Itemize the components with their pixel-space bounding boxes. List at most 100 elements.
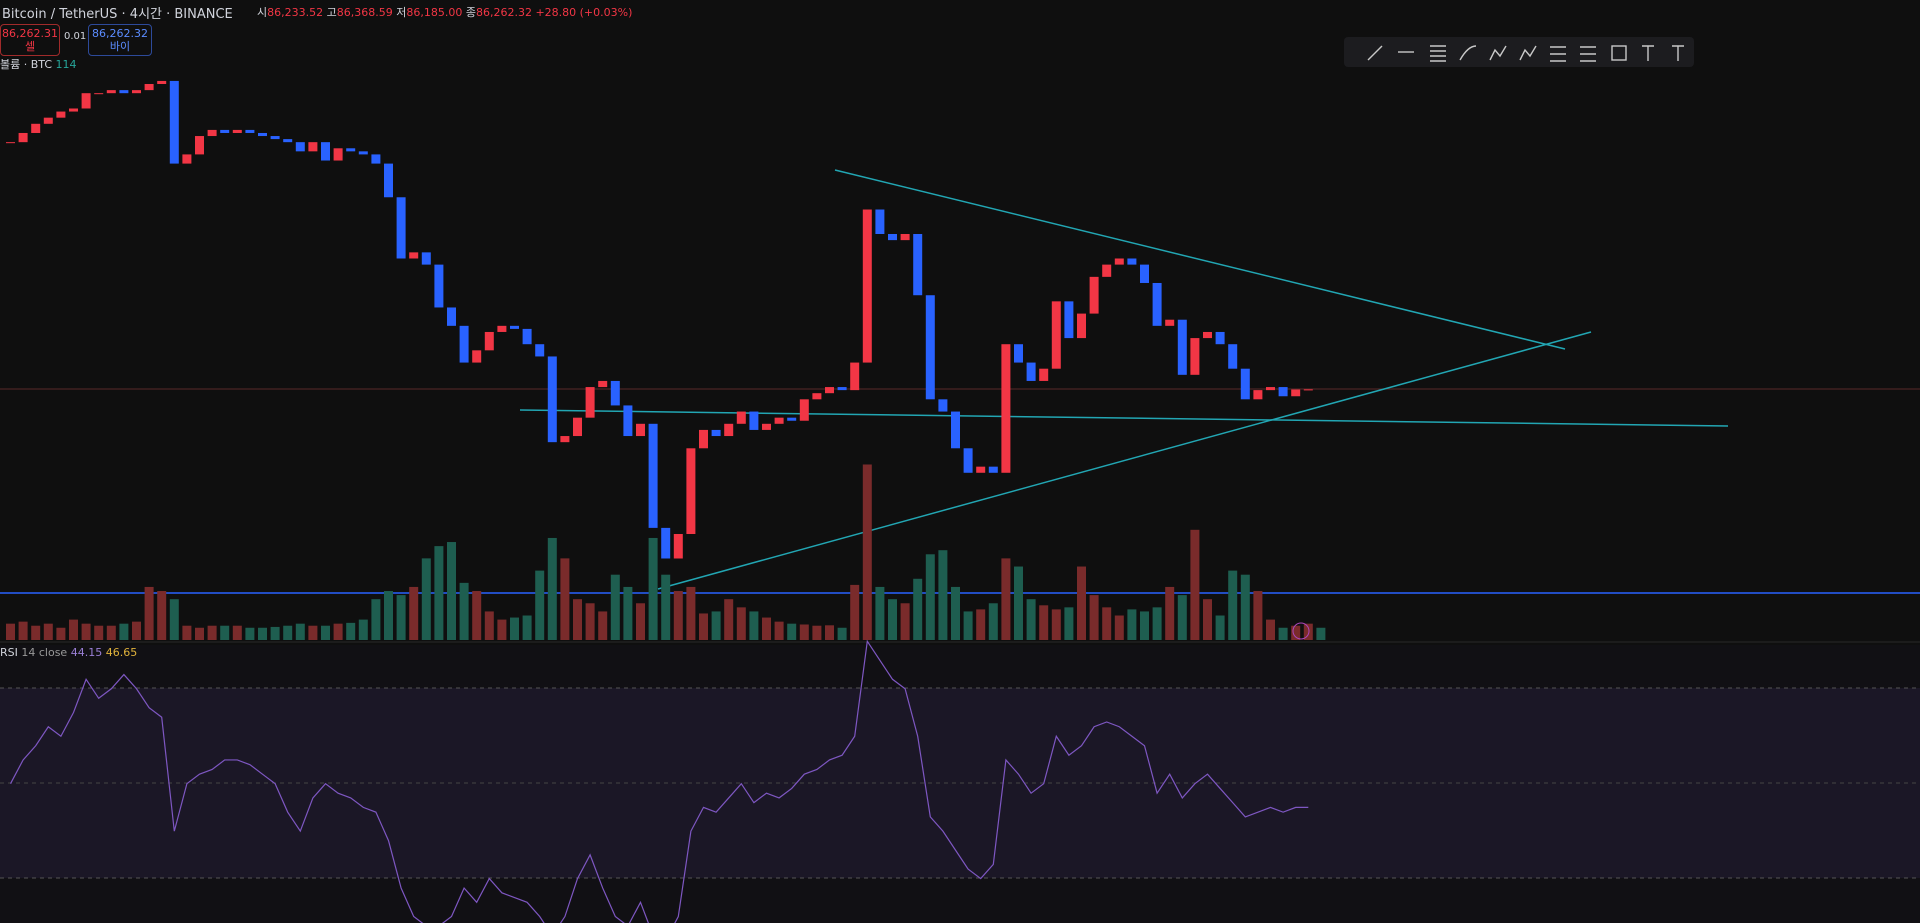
volume-bar — [119, 623, 129, 640]
volume-bar — [106, 625, 116, 640]
candle — [94, 93, 104, 95]
candle — [875, 209, 885, 235]
sell-button[interactable]: 86,262.31 셀 — [0, 24, 60, 56]
candle — [749, 411, 759, 430]
volume-bar — [321, 625, 330, 640]
open-label: 시 — [257, 6, 268, 19]
spread: 0.01 — [64, 31, 87, 42]
volume-bar — [1165, 586, 1175, 640]
volume-bar — [888, 599, 897, 640]
candle — [774, 417, 784, 424]
volume-bar — [1001, 558, 1011, 640]
volume-bar — [699, 613, 708, 640]
candle — [888, 234, 897, 241]
candle — [169, 80, 179, 164]
marks — [6, 80, 1326, 923]
volume-bar — [1190, 529, 1200, 640]
volume-bar — [1291, 625, 1301, 640]
candle — [598, 380, 608, 388]
volume-bar — [585, 603, 595, 640]
candle — [497, 325, 507, 332]
volume-bar — [573, 599, 582, 640]
candle — [1228, 344, 1238, 369]
candle — [333, 148, 343, 161]
buy-label: 바이 — [109, 40, 131, 53]
candle — [144, 84, 154, 91]
volume-bar — [384, 591, 393, 640]
volume-bar — [434, 546, 444, 640]
volume-bar — [182, 625, 192, 640]
buy-price: 86,262.32 — [92, 27, 148, 40]
volume-bar — [69, 619, 78, 640]
volume-bar — [510, 617, 519, 640]
candle — [1077, 313, 1086, 339]
volume-bar — [812, 625, 822, 640]
candle — [699, 429, 708, 449]
volume-bar — [169, 599, 179, 640]
volume-bar — [1228, 570, 1238, 640]
candle — [371, 154, 381, 164]
volume-bar — [6, 623, 15, 640]
trend-line — [834, 169, 1566, 350]
volume-bar — [31, 625, 41, 640]
candle — [1303, 389, 1313, 391]
volume-bar — [799, 624, 809, 640]
volume-bar — [1077, 566, 1086, 640]
candle — [1014, 344, 1023, 363]
high-label: 고 — [326, 6, 337, 19]
candle — [1240, 368, 1250, 400]
volume-bar — [1026, 599, 1036, 640]
symbol: Bitcoin / TetherUS · 4시간 · BINANCE — [2, 7, 233, 22]
candle — [673, 534, 683, 559]
sell-price: 86,262.31 — [2, 27, 58, 40]
volume-bar — [787, 623, 797, 640]
volume-bar — [686, 586, 696, 640]
candle — [636, 423, 645, 437]
volume-bar — [308, 625, 318, 640]
candle — [938, 399, 948, 412]
candle — [270, 136, 280, 140]
volume-bar — [1102, 607, 1112, 640]
volume-bar — [535, 570, 545, 640]
candle — [825, 387, 834, 394]
volume-bar — [132, 621, 141, 640]
alert-icon[interactable] — [1292, 622, 1310, 640]
buy-button[interactable]: 86,262.32 바이 — [88, 24, 152, 56]
candle — [1165, 319, 1175, 326]
candle — [157, 80, 167, 85]
candle — [1291, 389, 1301, 397]
volume-bar — [484, 611, 494, 640]
candle — [736, 411, 746, 424]
volume-bar — [295, 623, 305, 640]
toolbar-icons[interactable] — [1367, 45, 1684, 62]
volume-bar — [1303, 623, 1313, 640]
candle — [900, 234, 910, 241]
candle — [6, 142, 15, 144]
candle — [31, 123, 41, 133]
candle — [1140, 264, 1149, 283]
candle — [522, 328, 532, 345]
volume-bar — [900, 603, 910, 640]
rsi-value: 44.15 — [70, 646, 103, 659]
candle — [245, 129, 255, 133]
candle — [724, 423, 734, 437]
candle — [308, 142, 318, 152]
volume-bar — [951, 586, 960, 640]
volume-bar — [1240, 574, 1250, 640]
candle — [925, 295, 935, 400]
volume-bar — [81, 623, 91, 640]
close: 86,262.32 — [475, 6, 532, 19]
volume-bar — [560, 558, 570, 640]
volume-bar — [774, 621, 784, 640]
volume-bar — [610, 574, 620, 640]
volume-bar — [1152, 607, 1162, 640]
candle — [787, 417, 797, 421]
candle — [43, 117, 53, 124]
volume-bar — [1127, 609, 1137, 640]
trend-line — [657, 331, 1592, 590]
volume-bar — [1114, 615, 1124, 640]
candle — [232, 129, 242, 133]
volume-bar — [396, 595, 406, 640]
change: +28.80 (+0.03%) — [535, 6, 633, 19]
volume-bar — [1014, 566, 1023, 640]
